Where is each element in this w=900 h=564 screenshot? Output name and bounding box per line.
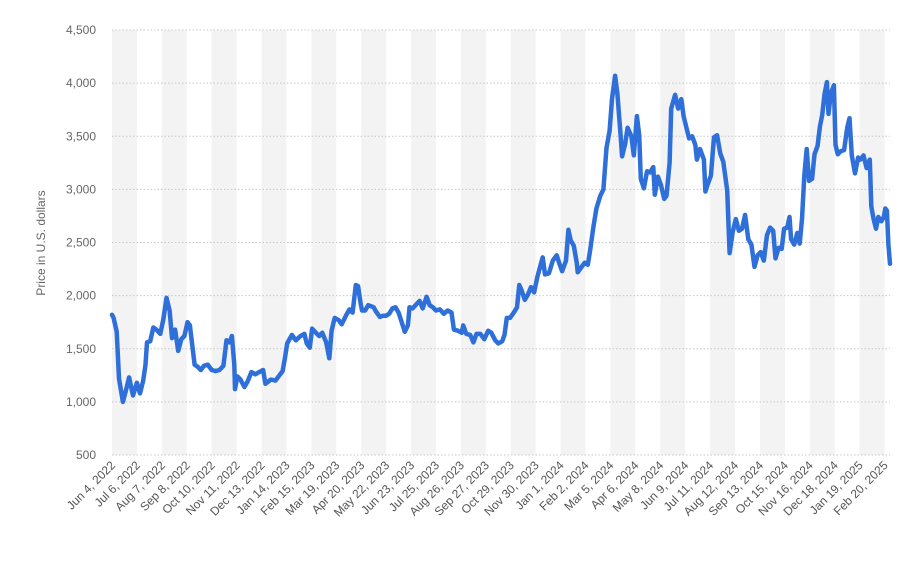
y-axis-label: Price in U.S. dollars [34, 190, 48, 295]
horizontal-gridlines [112, 29, 890, 456]
y-tick-label: 2,500 [66, 236, 96, 250]
series-line [109, 73, 893, 405]
y-axis-ticks: 500 1,000 1,500 2,000 2,500 3,000 3,500 4,000 4,… [66, 23, 96, 462]
y-tick-label: 500 [76, 448, 96, 462]
y-tick-label: 3,500 [66, 129, 96, 143]
y-tick-label: 1,000 [66, 395, 96, 409]
y-tick-label: 2,000 [66, 289, 96, 303]
y-tick-label: 4,500 [66, 23, 96, 37]
y-tick-label: 4,000 [66, 76, 96, 90]
y-tick-label: 1,500 [66, 342, 96, 356]
y-tick-label: 3,000 [66, 182, 96, 196]
background-band [510, 30, 536, 455]
